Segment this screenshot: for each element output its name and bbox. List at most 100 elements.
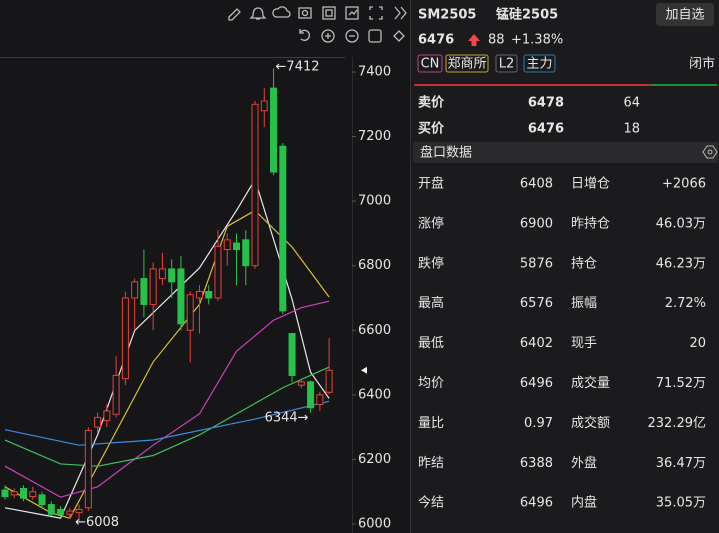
zoom-in-icon[interactable] <box>321 29 335 43</box>
stat-label: 涨停 <box>418 215 444 231</box>
stat-value: 6496 <box>520 496 553 511</box>
candle-body <box>140 278 148 305</box>
draw-icon[interactable] <box>228 8 241 21</box>
candle-body <box>84 429 92 509</box>
quote-panel <box>411 0 719 533</box>
candle-body <box>112 374 120 415</box>
orderbook-label: 买价 <box>418 122 445 137</box>
candle-body <box>57 508 65 515</box>
stat-label: 外盘 <box>571 455 597 471</box>
candle-body <box>223 239 231 251</box>
y-tick-label: 7200 <box>358 129 391 144</box>
stat-label: 昨持仓 <box>571 216 610 231</box>
stat-label: 均价 <box>418 376 444 391</box>
tag-box <box>495 54 518 73</box>
stat-value: 6496 <box>520 376 553 391</box>
candle <box>66 507 74 520</box>
candle-body <box>205 291 213 299</box>
section-title: 盘口数据 <box>420 145 472 161</box>
zoom-out-icon[interactable] <box>345 29 359 43</box>
stat-value: 232.29亿 <box>648 416 707 431</box>
candle-body <box>288 332 296 376</box>
y-tick-label: 6400 <box>358 387 391 402</box>
candle-body <box>103 410 111 422</box>
candle-body <box>177 268 185 325</box>
collapse-icon[interactable] <box>394 6 407 20</box>
candle-body <box>270 87 278 173</box>
candle <box>121 291 129 386</box>
change-pct: +1.38% <box>511 33 563 48</box>
candle-body <box>195 291 203 299</box>
candle-body <box>233 242 240 251</box>
candle <box>10 488 18 499</box>
stat-label: 昨结 <box>418 456 444 471</box>
undo-icon[interactable] <box>299 29 310 41</box>
settings-icon[interactable] <box>393 30 405 42</box>
tag: CN <box>421 57 440 72</box>
candle <box>270 68 278 176</box>
candle <box>38 491 46 508</box>
y-tick-label: 6000 <box>358 516 391 531</box>
tag: L2 <box>499 57 515 72</box>
candle-body <box>242 239 250 267</box>
stat-value: 6402 <box>520 336 553 351</box>
stat-label: 现手 <box>571 336 597 351</box>
moving-average-line <box>4 400 330 446</box>
y-tick-label: 7400 <box>358 64 391 79</box>
y-tick-label: 6600 <box>358 323 391 338</box>
last-price: 6476 <box>418 33 454 48</box>
stat-label: 量比 <box>418 416 444 431</box>
stat-value: 6388 <box>520 456 553 471</box>
stat-value: 6408 <box>520 177 553 192</box>
candle-body <box>325 369 333 393</box>
candle-body <box>158 268 166 280</box>
y-tick-label: 6800 <box>358 258 391 273</box>
watchlist-button[interactable] <box>656 3 714 26</box>
fullscreen-icon[interactable] <box>369 6 383 20</box>
candle <box>29 486 37 500</box>
section-settings-icon[interactable] <box>702 145 718 159</box>
indicator-icon[interactable] <box>345 6 359 20</box>
section-header <box>413 142 718 163</box>
stat-value: 71.52万 <box>656 376 706 391</box>
orderbook-price: 6478 <box>528 96 564 111</box>
candle-body <box>29 491 37 498</box>
candle-body <box>307 381 315 409</box>
stat-label: 内盘 <box>571 495 597 511</box>
copy-icon[interactable] <box>322 6 336 20</box>
orderbook-volume: 64 <box>623 96 640 111</box>
candle-body <box>316 394 324 406</box>
candle <box>1 485 9 500</box>
stat-value: 2.72% <box>665 296 706 311</box>
stat-value: 20 <box>689 336 706 351</box>
candle <box>140 249 148 318</box>
tag-box <box>523 54 556 73</box>
candle <box>251 101 259 269</box>
candle-body <box>66 510 74 515</box>
stat-value: 5876 <box>520 256 553 271</box>
up-arrow <box>468 34 480 46</box>
candle <box>307 380 315 413</box>
y-tick-label: 6200 <box>358 452 391 467</box>
stat-value: 46.03万 <box>656 216 706 231</box>
contract-name: 锰硅2505 <box>496 7 558 23</box>
camera-icon[interactable] <box>298 7 312 19</box>
reset-icon[interactable] <box>368 29 382 43</box>
cloud-icon[interactable] <box>272 6 291 18</box>
candle <box>103 404 111 428</box>
candle-body <box>279 145 287 312</box>
candle-body <box>260 100 268 112</box>
toolbar <box>228 6 407 43</box>
tag: 郑商所 <box>447 57 486 72</box>
annotation: 6344→ <box>265 410 309 425</box>
stat-value: 46.23万 <box>656 256 706 271</box>
watchlist-button-label: 加自选 <box>665 8 704 23</box>
candle-body <box>1 489 9 498</box>
stat-label: 跌停 <box>418 255 444 271</box>
candle <box>316 391 324 411</box>
alert-icon[interactable] <box>249 7 267 20</box>
stat-value: +2066 <box>662 177 706 192</box>
candle-body <box>20 487 28 499</box>
candle <box>223 233 231 266</box>
